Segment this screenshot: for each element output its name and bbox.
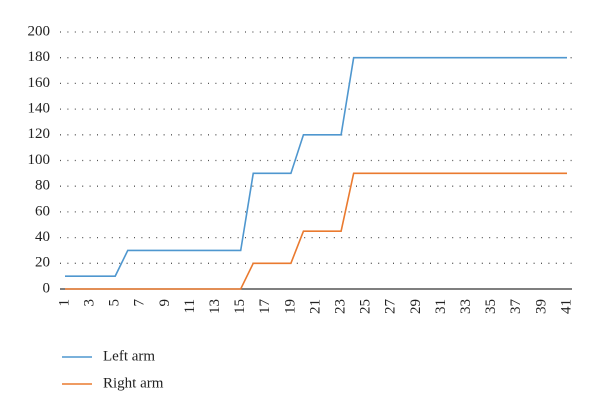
x-tick-label: 25 — [358, 299, 374, 314]
y-tick-label: 160 — [28, 75, 51, 91]
x-tick-label: 17 — [257, 299, 273, 315]
x-tick-label: 35 — [483, 299, 499, 314]
y-tick-label: 40 — [35, 229, 50, 245]
y-tick-label: 0 — [43, 280, 51, 296]
line — [65, 172, 567, 290]
x-tick-label: 27 — [383, 299, 399, 315]
x-tick-label: 11 — [182, 299, 198, 313]
y-tick-label: 60 — [35, 203, 50, 219]
y-tick-label: 200 — [28, 23, 51, 39]
x-tick-label: 23 — [333, 299, 349, 314]
y-tick-label: 20 — [35, 255, 50, 271]
x-tick-label: 31 — [433, 299, 449, 314]
y-tick-label: 140 — [28, 101, 51, 117]
legend-label: Right arm — [103, 375, 164, 391]
x-tick-label: 21 — [307, 299, 323, 314]
x-tick-label: 19 — [282, 299, 298, 314]
x-tick-label: 3 — [82, 299, 98, 307]
x-tick-label: 37 — [508, 299, 524, 315]
x-tick-label: 7 — [132, 299, 148, 307]
x-tick-label: 33 — [458, 299, 474, 314]
y-tick-label: 100 — [28, 152, 51, 168]
x-tick-label: 13 — [207, 299, 223, 314]
y-tick-label: 80 — [35, 178, 50, 194]
x-tick-label: 1 — [56, 299, 72, 307]
x-tick-label: 29 — [408, 299, 424, 314]
x-tick-label: 5 — [107, 299, 123, 307]
x-tick-label: 39 — [533, 299, 549, 314]
legend-label: Left arm — [103, 348, 155, 364]
x-tick-label: 41 — [558, 299, 574, 314]
x-tick-label: 9 — [157, 299, 173, 307]
line — [65, 56, 567, 277]
y-tick-label: 120 — [28, 126, 51, 142]
y-tick-label: 180 — [28, 49, 51, 65]
x-tick-label: 15 — [232, 299, 248, 314]
